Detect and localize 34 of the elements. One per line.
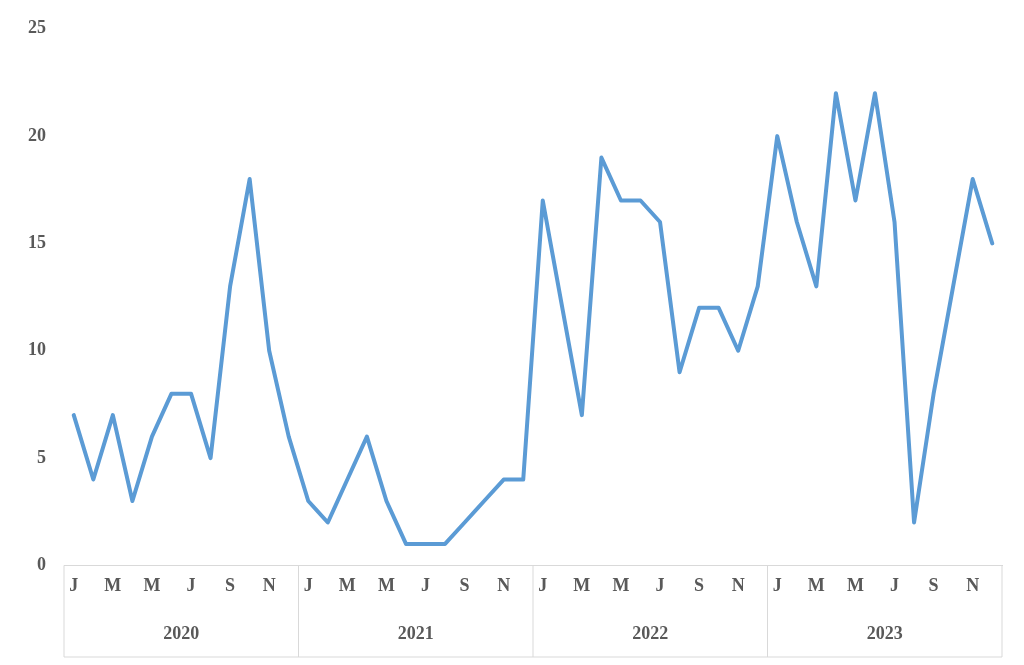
- y-tick-label: 20: [28, 124, 46, 145]
- x-tick-label: J: [655, 574, 665, 595]
- x-tick-label: M: [846, 574, 864, 595]
- y-tick-label: 5: [37, 446, 46, 467]
- x-tick-label: M: [377, 574, 395, 595]
- text: 2020: [163, 622, 200, 643]
- x-tick-label: N: [966, 574, 980, 595]
- x-tick-label: M: [104, 574, 122, 595]
- text: 2021: [397, 622, 434, 643]
- x-tick-label: J: [890, 574, 900, 595]
- x-tick-label: M: [338, 574, 356, 595]
- x-tick-label: S: [694, 574, 705, 595]
- x-tick-label: S: [928, 574, 939, 595]
- y-tick-label: 15: [28, 232, 46, 253]
- x-tick-label: M: [612, 574, 630, 595]
- x-tick-label: J: [538, 574, 548, 595]
- text: 2022: [632, 622, 669, 643]
- x-tick-label: S: [225, 574, 236, 595]
- y-tick-label: 10: [28, 339, 46, 360]
- text: 2023: [866, 622, 903, 643]
- x-tick-label: M: [807, 574, 825, 595]
- x-tick-label: M: [573, 574, 591, 595]
- x-tick-label: J: [186, 574, 196, 595]
- x-tick-label: J: [772, 574, 782, 595]
- x-tick-label: J: [69, 574, 79, 595]
- y-tick-label: 0: [37, 554, 46, 575]
- x-tick-label: N: [731, 574, 745, 595]
- x-tick-label: N: [262, 574, 276, 595]
- x-tick-label: S: [459, 574, 470, 595]
- x-tick-label: M: [143, 574, 161, 595]
- x-tick-label: N: [497, 574, 511, 595]
- y-tick-label: 25: [28, 17, 46, 38]
- x-tick-label: J: [303, 574, 313, 595]
- x-tick-label: J: [421, 574, 431, 595]
